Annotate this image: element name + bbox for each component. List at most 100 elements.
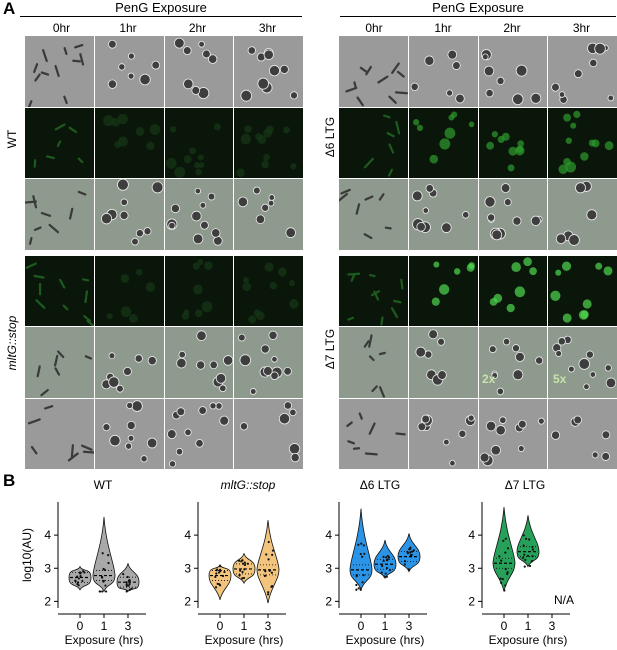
data-point <box>403 563 406 566</box>
data-point <box>528 564 532 568</box>
panel-a-letter: A <box>3 0 16 18</box>
x-axis-label: Exposure (hrs) <box>346 633 425 647</box>
right-gfp-tile <box>548 255 617 326</box>
spherical-cell <box>594 42 607 55</box>
data-point <box>500 559 503 562</box>
spherical-cell <box>604 364 613 372</box>
right-gfp-tile <box>478 107 548 178</box>
rod-cell <box>388 168 393 177</box>
rod-cell <box>388 142 395 154</box>
violin-body <box>373 540 397 580</box>
plot-title-wt: WT <box>93 478 113 492</box>
spherical-cell <box>555 350 563 357</box>
left-header-rule <box>20 16 302 17</box>
spherical-cell <box>124 442 132 450</box>
spherical-cell <box>511 93 524 106</box>
spherical-cell <box>280 64 290 74</box>
spherical-cell <box>557 337 567 346</box>
spherical-cell <box>100 212 112 225</box>
spherical-cell <box>589 58 598 68</box>
spherical-cell <box>516 139 524 147</box>
data-point <box>104 590 108 593</box>
spherical-cell <box>483 65 494 77</box>
data-point <box>267 591 270 594</box>
spherical-cell <box>601 429 611 439</box>
data-point <box>407 568 410 571</box>
spherical-cell <box>182 46 192 56</box>
rod-cell <box>40 71 50 76</box>
data-point <box>271 549 275 552</box>
spherical-cell <box>168 459 176 467</box>
data-point <box>504 551 507 554</box>
spherical-cell <box>559 91 566 98</box>
spherical-cell <box>512 369 523 381</box>
spherical-cell <box>197 153 204 161</box>
spherical-cell <box>268 199 275 207</box>
spherical-cell <box>215 372 226 384</box>
rod-cell <box>82 450 94 454</box>
violin-body <box>68 565 92 591</box>
left-merge-tile <box>164 327 234 398</box>
left-merge-tile <box>25 327 94 398</box>
data-point <box>384 572 387 575</box>
rod-cell <box>353 81 357 89</box>
spherical-cell <box>511 344 520 353</box>
data-point <box>74 579 77 582</box>
rod-cell <box>83 314 92 322</box>
left-gfp-tile <box>94 255 164 326</box>
spherical-cell <box>240 421 249 430</box>
right-phase-tile <box>548 398 617 469</box>
right-merge-tile <box>548 327 617 398</box>
spherical-cell <box>143 227 152 236</box>
spherical-cell <box>151 181 164 194</box>
spherical-cell <box>102 422 111 431</box>
panel-b-letter: B <box>3 471 16 490</box>
spherical-cell <box>240 133 252 144</box>
rod-cell <box>356 96 364 107</box>
spherical-cell <box>108 352 116 360</box>
data-point <box>506 572 509 576</box>
data-point <box>101 552 104 555</box>
spherical-cell <box>522 256 532 266</box>
spherical-cell <box>491 130 498 137</box>
rod-cell <box>382 113 391 118</box>
rod-cell <box>74 43 84 49</box>
spherical-cell <box>201 300 212 312</box>
spherical-cell <box>127 72 135 80</box>
spherical-cell <box>198 161 204 168</box>
rod-cell <box>346 420 353 427</box>
spherical-cell <box>240 89 253 102</box>
spherical-cell <box>507 146 517 156</box>
rod-cell <box>34 73 41 82</box>
data-point <box>521 556 525 559</box>
grid-gap <box>548 250 617 255</box>
spherical-cell <box>181 311 189 320</box>
y-tick-label: 3 <box>44 561 51 575</box>
x-tick-label: 1 <box>382 619 389 633</box>
right-phase-tile <box>408 36 478 107</box>
data-point <box>385 575 388 578</box>
spherical-cell <box>412 118 419 125</box>
spherical-cell <box>416 221 426 232</box>
spherical-cell <box>517 419 527 429</box>
rod-cell <box>363 157 374 168</box>
data-point <box>408 547 412 551</box>
spherical-cell <box>117 136 128 147</box>
left-gfp-tile <box>234 107 303 178</box>
y-tick-label: 2 <box>184 594 191 608</box>
spherical-cell <box>283 366 293 376</box>
spherical-cell <box>453 267 461 275</box>
grid-gap <box>408 250 478 255</box>
data-point <box>216 568 219 571</box>
spherical-cell <box>556 233 567 245</box>
rod-cell <box>393 299 402 303</box>
plot-title-mltg: mltG::stop <box>220 478 276 492</box>
spherical-cell <box>592 450 599 458</box>
spherical-cell <box>108 376 120 388</box>
spherical-cell <box>595 262 603 270</box>
spherical-cell <box>201 49 211 59</box>
spherical-cell <box>107 79 117 89</box>
right-gfp-tile <box>408 255 478 326</box>
row-label-mltg: mltG::stop <box>5 315 19 371</box>
data-point <box>223 570 226 574</box>
